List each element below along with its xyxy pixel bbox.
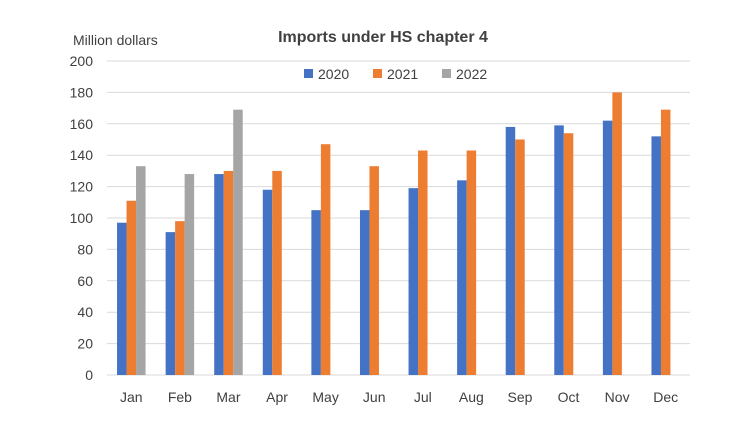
bar-2021-nov	[612, 92, 622, 376]
bar-2021-aug	[466, 150, 477, 375]
bar-2020-jul	[408, 188, 419, 375]
bar-2020-jun	[359, 210, 370, 375]
legend-label: 2021	[387, 66, 418, 82]
y-axis-ticks: 0 20 40 60 80 100 120 140 160 180 200	[70, 53, 94, 383]
y-tick-label: 40	[77, 304, 93, 320]
legend-swatch	[442, 69, 451, 78]
x-axis-ticks: Jan Feb Mar Apr May Jun Jul Aug Sep Oct Nov Dec	[120, 389, 678, 405]
bar-2020-dec	[651, 136, 661, 375]
bar-2020-sep	[505, 126, 516, 375]
bar-2020-nov	[602, 120, 613, 375]
x-tick-label: Nov	[605, 389, 630, 405]
x-tick-label: May	[312, 389, 338, 405]
x-tick-label: Aug	[459, 389, 484, 405]
bar-2021-mar	[223, 170, 234, 375]
y-tick-label: 140	[70, 147, 94, 163]
bar-2022-jan	[136, 166, 146, 375]
y-tick-label: 0	[85, 367, 93, 383]
bar-2021-dec	[660, 109, 671, 376]
y-tick-label: 100	[70, 210, 94, 226]
legend-swatch	[304, 69, 313, 78]
x-tick-label: Feb	[168, 389, 192, 405]
bar-2021-jan	[126, 200, 137, 375]
bar-2022-mar	[233, 109, 243, 376]
legend-label: 2022	[456, 66, 487, 82]
bar-2020-aug	[457, 180, 467, 375]
bar-2021-may	[320, 144, 331, 375]
bar-2021-oct	[563, 133, 574, 375]
x-tick-label: Jul	[414, 389, 432, 405]
x-tick-label: Jan	[120, 389, 143, 405]
y-axis-label: Million dollars	[73, 32, 158, 48]
y-tick-label: 80	[77, 241, 93, 257]
bar-2021-jul	[418, 150, 428, 375]
bar-2020-jan	[117, 222, 127, 375]
y-tick-label: 200	[70, 53, 94, 69]
gridlines	[107, 60, 690, 376]
bar-2020-may	[311, 210, 321, 375]
bar-2021-feb	[175, 221, 185, 375]
y-tick-label: 120	[70, 179, 94, 195]
legend-label: 2020	[318, 66, 349, 82]
bar-2020-oct	[554, 125, 564, 376]
bars	[117, 92, 671, 376]
y-tick-label: 160	[70, 116, 94, 132]
chart-title: Imports under HS chapter 4	[278, 29, 488, 46]
bar-2021-jun	[369, 166, 379, 375]
x-tick-label: Jun	[363, 389, 386, 405]
legend: 2020 2021 2022	[304, 66, 487, 82]
x-tick-label: Apr	[266, 389, 288, 405]
bar-2020-feb	[165, 232, 176, 375]
bar-2021-sep	[515, 139, 525, 375]
y-tick-label: 20	[77, 336, 93, 352]
bar-2021-apr	[272, 170, 282, 375]
x-tick-label: Dec	[653, 389, 678, 405]
y-tick-label: 60	[77, 273, 93, 289]
x-tick-label: Mar	[216, 389, 240, 405]
bar-2020-mar	[214, 174, 224, 375]
x-tick-label: Sep	[507, 389, 532, 405]
bar-2020-apr	[262, 189, 273, 375]
bar-2022-feb	[184, 174, 195, 375]
y-tick-label: 180	[70, 84, 94, 100]
x-tick-label: Oct	[558, 389, 580, 405]
legend-swatch	[373, 69, 382, 78]
